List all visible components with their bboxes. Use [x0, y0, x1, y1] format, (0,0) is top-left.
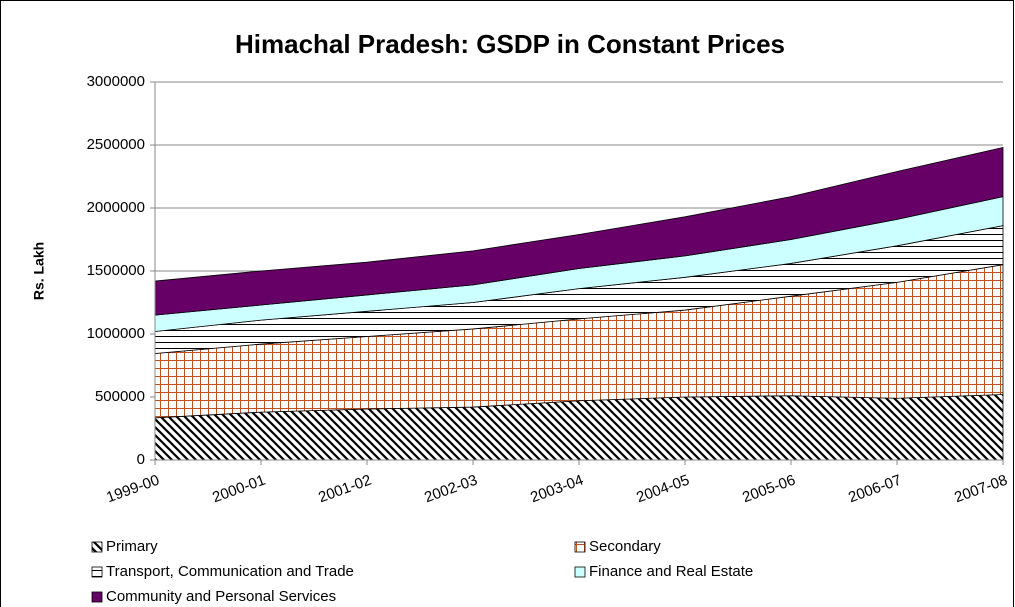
legend-swatch [574, 566, 586, 578]
y-axis-label: Rs. Lakh [31, 242, 47, 300]
y-tick-label: 1000000 [87, 325, 145, 342]
chart-title: Himachal Pradesh: GSDP in Constant Price… [235, 29, 785, 59]
legend-label: Primary [106, 538, 158, 555]
legend-swatch [91, 541, 103, 553]
legend-label: Secondary [589, 538, 661, 555]
area [154, 147, 1004, 316]
legend-swatch [91, 591, 103, 603]
legend-label: Community and Personal Services [106, 588, 336, 605]
y-tick-label: 500000 [95, 388, 145, 405]
legend-swatch [91, 566, 103, 578]
y-tick-label: 0 [137, 451, 145, 468]
y-tick-label: 2000000 [87, 199, 145, 216]
legend-label: Finance and Real Estate [589, 563, 753, 580]
legend-swatch [574, 541, 586, 553]
legend-label: Transport, Communication and Trade [106, 563, 354, 580]
y-tick-label: 1500000 [87, 262, 145, 279]
y-tick-label: 2500000 [87, 136, 145, 153]
y-tick-label: 3000000 [87, 73, 145, 90]
